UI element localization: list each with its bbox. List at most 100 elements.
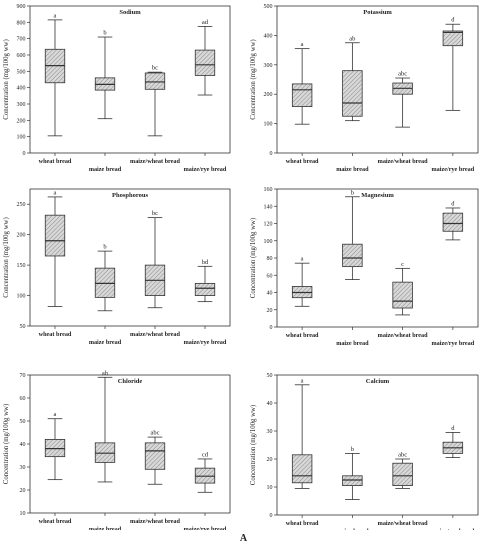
iqr-box — [442, 30, 464, 47]
category-label: wheat bread — [286, 520, 319, 527]
significance-letter: a — [301, 256, 304, 263]
box-wheat-bread: a — [44, 411, 66, 481]
y-tick-label: 300 — [17, 102, 26, 108]
box-maize-bread: b — [342, 446, 363, 501]
category-label: maize/wheat bread — [378, 520, 428, 527]
y-tick-label: 250 — [17, 202, 26, 208]
box-maize-rye-bread: d — [442, 200, 464, 241]
category-label: maize/rye bread — [184, 339, 227, 346]
significance-letter: b — [103, 244, 106, 251]
box-maize-bread: b — [342, 189, 363, 280]
category-label: wheat bread — [286, 158, 319, 165]
chart-panel-potassium: 0 100 200 300 400 500 Potassium Concentration (… — [250, 4, 479, 173]
box-wheat-bread: a — [291, 256, 313, 307]
box-maize-bread: b — [94, 244, 116, 312]
y-axis-label: Concentration (mg/100g ww) — [3, 39, 10, 119]
y-tick-label: 20 — [20, 488, 26, 494]
significance-letter: ad — [202, 19, 209, 26]
box-maize-wheat-bread: abc — [144, 430, 166, 485]
y-tick-label: 200 — [17, 233, 26, 239]
box-maize-rye-bread: d — [442, 17, 464, 111]
iqr-box — [342, 243, 363, 268]
box-maize-wheat-bread: abc — [392, 452, 413, 489]
plot-area — [276, 5, 479, 154]
y-tick-label: 100 — [264, 122, 273, 128]
box-wheat-bread: a — [44, 189, 66, 307]
y-tick-label: 700 — [17, 37, 26, 43]
box-maize-bread: ab — [94, 370, 116, 483]
significance-letter: d — [451, 425, 455, 432]
panel-title: Chloride — [118, 378, 143, 385]
y-tick-label: 80 — [267, 256, 273, 262]
box-maize-rye-bread: bd — [194, 259, 216, 303]
y-tick-label: 70 — [20, 373, 26, 379]
category-label: maize/wheat bread — [130, 518, 180, 525]
box-wheat-bread: a — [291, 41, 313, 125]
y-tick-label: 300 — [264, 63, 273, 69]
iqr-box — [194, 282, 216, 296]
box-wheat-bread: a — [44, 12, 66, 137]
box-maize-wheat-bread: abc — [392, 71, 413, 128]
significance-letter: a — [54, 12, 57, 19]
panel-title: Sodium — [119, 9, 141, 16]
y-axis-label: Concentration (mg/100g ww) — [250, 405, 257, 485]
panel-title: Potassium — [363, 9, 392, 16]
y-tick-label: 60 — [20, 396, 26, 402]
iqr-box — [291, 454, 313, 484]
category-label: maize bread — [336, 340, 369, 347]
significance-letter: bc — [152, 65, 158, 72]
y-tick-label: 800 — [17, 20, 26, 26]
significance-letter: a — [301, 41, 304, 48]
iqr-box — [392, 462, 413, 487]
y-tick-label: 200 — [17, 118, 26, 124]
panel-title: Calcium — [366, 378, 390, 385]
category-label: wheat bread — [39, 158, 72, 165]
significance-letter: a — [54, 189, 57, 196]
y-tick-label: 400 — [17, 86, 26, 92]
category-label: maize/rye bread — [432, 166, 475, 173]
y-tick-label: 50 — [267, 373, 273, 379]
significance-letter: a — [301, 377, 304, 384]
y-tick-label: 40 — [267, 291, 273, 297]
y-tick-label: 100 — [264, 239, 273, 245]
iqr-box — [44, 214, 66, 257]
category-label: maize/wheat bread — [378, 332, 428, 339]
category-label: maize bread — [336, 528, 369, 530]
category-label: maize/rye bread — [184, 166, 227, 173]
y-tick-label: 160 — [264, 187, 273, 193]
plot-area — [29, 188, 231, 327]
category-label: maize/rye bread — [432, 528, 475, 530]
box-maize-rye-bread: cd — [194, 451, 216, 493]
y-tick-label: 120 — [264, 222, 273, 228]
category-label: wheat bread — [39, 331, 72, 338]
box-wheat-bread: a — [291, 377, 313, 489]
y-tick-label: 10 — [20, 511, 26, 517]
significance-letter: abc — [150, 430, 159, 437]
iqr-box — [442, 212, 464, 232]
chart-panel-chloride: 10 20 30 40 50 60 70 Chloride Concentration (mg/… — [3, 370, 231, 530]
significance-letter: b — [351, 189, 354, 196]
panel-title: Phosphorous — [112, 192, 148, 199]
y-tick-label: 150 — [17, 263, 26, 269]
box-maize-bread: b — [94, 30, 116, 120]
figure-label: A — [239, 533, 248, 544]
box-maize-wheat-bread: bc — [144, 210, 166, 309]
significance-letter: b — [351, 446, 354, 453]
box-maize-wheat-bread: bc — [144, 65, 166, 137]
y-tick-label: 10 — [267, 485, 273, 491]
y-tick-label: 30 — [267, 429, 273, 435]
y-tick-label: 60 — [267, 273, 273, 279]
iqr-box — [291, 83, 313, 107]
significance-letter: ab — [349, 35, 355, 42]
y-tick-label: 100 — [17, 294, 26, 300]
y-tick-label: 0 — [270, 151, 273, 157]
y-tick-label: 20 — [267, 457, 273, 463]
box-maize-rye-bread: ad — [194, 19, 216, 96]
significance-letter: cd — [202, 451, 209, 458]
iqr-box — [392, 281, 413, 309]
y-tick-label: 500 — [264, 4, 273, 10]
y-axis-label: Concentration (mg/100g ww) — [250, 218, 257, 298]
y-tick-label: 20 — [267, 308, 273, 314]
box-maize-bread: ab — [342, 35, 363, 122]
iqr-box — [144, 72, 166, 90]
